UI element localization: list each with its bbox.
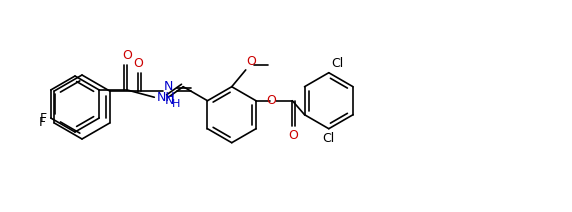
Text: N: N: [164, 80, 173, 93]
Text: O: O: [122, 49, 132, 62]
Text: F: F: [39, 117, 46, 130]
Text: Cl: Cl: [331, 57, 343, 70]
Text: O: O: [266, 94, 276, 107]
Text: F: F: [39, 112, 47, 124]
Text: N: N: [165, 94, 174, 107]
Text: NH: NH: [156, 91, 175, 104]
Text: O: O: [247, 55, 257, 68]
Text: H: H: [172, 99, 180, 109]
Text: O: O: [288, 129, 299, 142]
Text: Cl: Cl: [323, 132, 335, 145]
Text: O: O: [133, 57, 142, 70]
